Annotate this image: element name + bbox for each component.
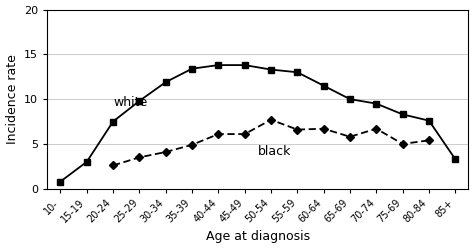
X-axis label: Age at diagnosis: Age at diagnosis <box>206 230 310 244</box>
Text: black: black <box>258 145 291 158</box>
Y-axis label: Incidence rate: Incidence rate <box>6 54 18 144</box>
Text: white: white <box>113 96 147 109</box>
